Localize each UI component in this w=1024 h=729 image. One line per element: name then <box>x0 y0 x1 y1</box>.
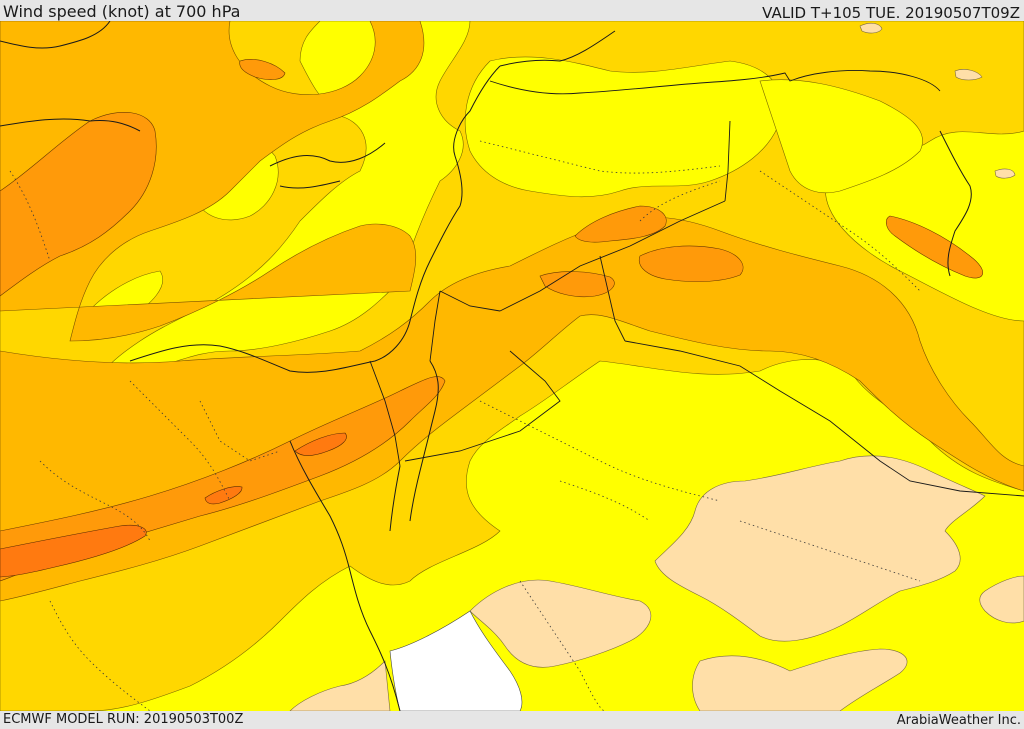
wind-band-higher <box>638 245 744 282</box>
valid-time: VALID T+105 TUE. 20190507T09Z <box>762 4 1020 22</box>
wind-band-lowest <box>692 648 908 711</box>
map-footer: ECMWF MODEL RUN: 20190503T00Z ArabiaWeat… <box>0 711 1024 729</box>
credit: ArabiaWeather Inc. <box>896 713 1021 728</box>
map-canvas <box>0 21 1024 711</box>
model-run: ECMWF MODEL RUN: 20190503T00Z <box>3 712 244 727</box>
wind-band-lowest <box>979 575 1024 624</box>
wind-band-higher <box>0 111 157 297</box>
map-title: Wind speed (knot) at 700 hPa <box>3 2 241 21</box>
wind-patch-low <box>464 56 783 198</box>
wind-band-higher <box>539 271 615 298</box>
wind-band-lowest <box>289 660 391 711</box>
coastlines <box>0 21 972 711</box>
wind-band-highest <box>294 432 347 456</box>
wind-band-highest <box>0 524 147 578</box>
map-header: Wind speed (knot) at 700 hPa VALID T+105… <box>0 0 1024 21</box>
wind-patch-low <box>759 79 923 194</box>
admin-boundaries <box>9 140 921 711</box>
wind-band-high <box>0 216 1024 602</box>
wind-band-highest <box>204 486 243 505</box>
wind-band-higher <box>886 215 983 279</box>
wind-band-lowest <box>859 22 1016 179</box>
wind-band-lowest <box>469 579 652 668</box>
wind-band-higher <box>239 59 286 80</box>
country-borders <box>369 70 1024 497</box>
wind-band-lowest <box>654 455 986 642</box>
wind-band-high <box>0 21 425 342</box>
wind-speed-map <box>0 21 1024 711</box>
wind-band-higher <box>574 205 667 243</box>
